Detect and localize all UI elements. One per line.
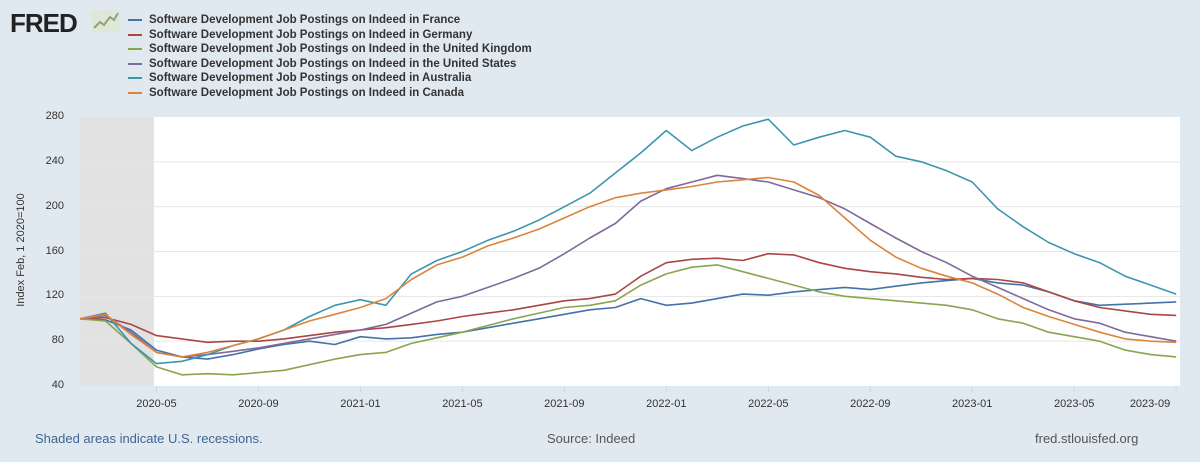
legend-item[interactable]: Software Development Job Postings on Ind…	[128, 86, 532, 101]
site-url[interactable]: fred.stlouisfed.org	[1035, 431, 1139, 446]
x-tick-label: 2020-05	[136, 398, 177, 410]
legend-item[interactable]: Software Development Job Postings on Ind…	[128, 57, 532, 72]
legend-swatch	[128, 62, 142, 65]
y-tick-label: 120	[45, 289, 64, 302]
x-tick-label: 2020-09	[238, 398, 279, 410]
series-line-0	[79, 277, 1177, 360]
series-line-3	[79, 174, 1177, 358]
legend-label: Software Development Job Postings on Ind…	[149, 57, 517, 70]
source-note: Source: Indeed	[547, 431, 636, 446]
x-tick-label: 2023-05	[1054, 398, 1095, 410]
legend-label: Software Development Job Postings on Ind…	[149, 86, 465, 99]
x-tick-label: 2023-01	[952, 398, 993, 410]
fred-chart-icon	[92, 10, 120, 32]
x-tick-label: 2022-01	[646, 398, 687, 410]
y-tick-label: 200	[45, 199, 64, 212]
legend-label: Software Development Job Postings on Ind…	[149, 28, 473, 41]
x-tick-label: 2023-09	[1129, 398, 1171, 410]
y-tick-label: 160	[45, 244, 64, 257]
x-tick-label: 2021-01	[340, 398, 381, 410]
legend-item[interactable]: Software Development Job Postings on Ind…	[128, 28, 532, 43]
legend-label: Software Development Job Postings on Ind…	[149, 14, 461, 27]
series-line-1	[79, 252, 1177, 344]
series-line-2	[79, 264, 1177, 376]
recession-note: Shaded areas indicate U.S. recessions.	[35, 431, 263, 446]
y-tick-label: 280	[45, 110, 64, 122]
y-tick-label: 240	[45, 154, 64, 167]
x-tick-label: 2022-05	[748, 398, 789, 410]
legend-label: Software Development Job Postings on Ind…	[149, 43, 532, 56]
legend-swatch	[128, 91, 142, 94]
fred-logo[interactable]: FRED	[10, 8, 78, 38]
y-tick-label: 80	[51, 334, 64, 347]
legend-item[interactable]: Software Development Job Postings on Ind…	[128, 71, 532, 86]
y-tick-label: 40	[51, 379, 64, 391]
legend-swatch	[128, 33, 142, 36]
legend-item[interactable]: Software Development Job Postings on Ind…	[128, 42, 532, 57]
legend-item[interactable]: Software Development Job Postings on Ind…	[128, 13, 532, 28]
x-tick-label: 2021-05	[442, 398, 483, 410]
legend-swatch	[128, 19, 142, 22]
legend-swatch	[128, 77, 142, 80]
chart-legend: Software Development Job Postings on Ind…	[128, 13, 532, 100]
legend-swatch	[128, 48, 142, 51]
x-tick-label: 2021-09	[544, 398, 585, 410]
legend-label: Software Development Job Postings on Ind…	[149, 72, 472, 85]
x-tick-label: 2022-09	[850, 398, 891, 410]
series-line-5	[79, 176, 1177, 358]
